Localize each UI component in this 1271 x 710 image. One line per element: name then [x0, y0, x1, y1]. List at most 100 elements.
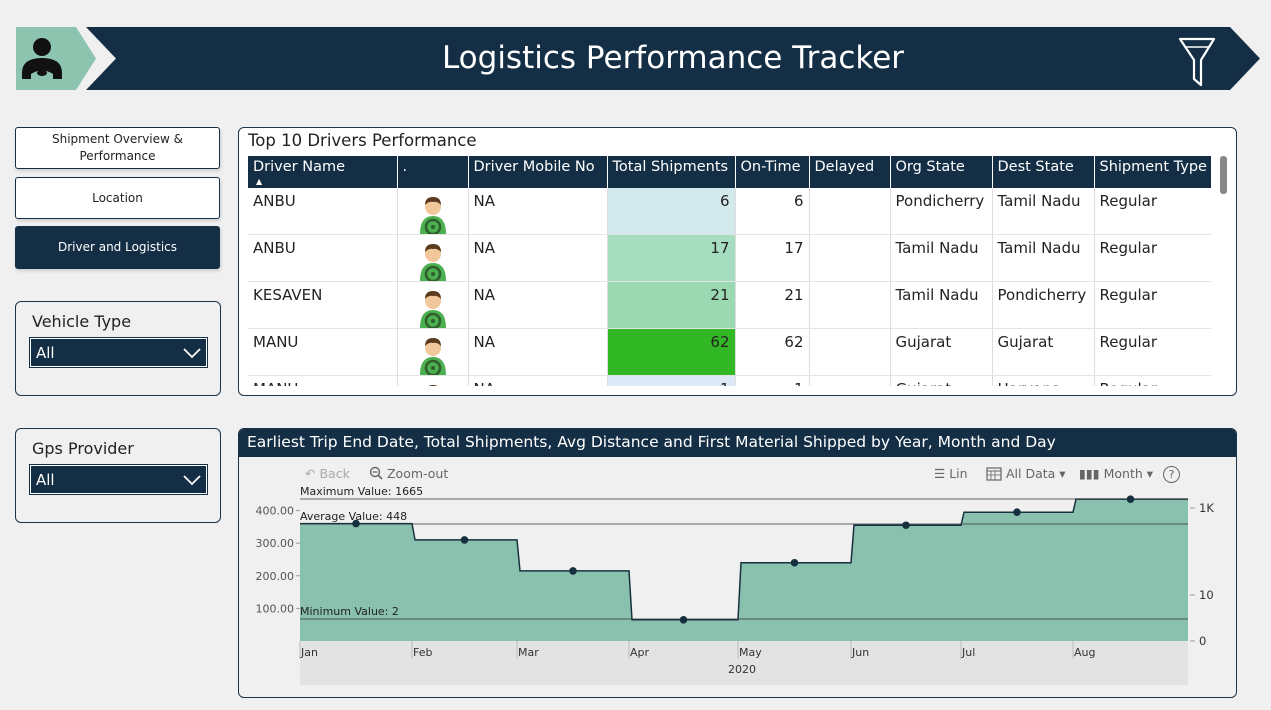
total-shipments-cell: 21 [607, 281, 736, 329]
x-tick-label: Aug [1074, 646, 1095, 659]
col-shipment-type[interactable]: Shipment Type [1094, 156, 1211, 188]
data-point [352, 519, 360, 528]
shipment-type-cell: Regular [1094, 188, 1211, 235]
x-tick-label: Jul [961, 646, 975, 659]
driver-avatar-icon [419, 291, 446, 328]
x-tick-label: Jun [851, 646, 869, 659]
nav-driver-logistics-button[interactable]: Driver and Logistics [15, 226, 220, 269]
mobile-cell: NA [468, 234, 608, 282]
table-header-row: Driver Name ▲ . Driver Mobile No Total Sh… [248, 156, 1211, 188]
y2-tick-label: 0 [1199, 634, 1206, 648]
dest-state-cell: Pondicherry [992, 281, 1095, 329]
avatar-cell [397, 375, 469, 386]
bar-chart-icon: ▮▮▮ [1079, 466, 1100, 481]
driver-avatar-icon [419, 338, 446, 375]
total-shipments-cell: 6 [607, 188, 736, 235]
funnel-icon[interactable] [1176, 36, 1218, 88]
avatar-cell [397, 281, 469, 329]
driver-avatar-icon [427, 385, 438, 386]
vehicle-type-dropdown[interactable]: All [29, 337, 208, 368]
data-point [1126, 495, 1135, 503]
driver-icon [22, 38, 62, 79]
x-axis-band [300, 641, 1188, 685]
driver-name-cell: ANBU [248, 188, 398, 235]
col-on-time[interactable]: On-Time [735, 156, 810, 188]
trip-area-chart[interactable]: Maximum Value: 1665 Average Value: 448 Min… [239, 429, 1237, 698]
gps-provider-dropdown[interactable]: All [29, 464, 208, 495]
col-dest-state[interactable]: Dest State [992, 156, 1095, 188]
avatar-cell [397, 234, 469, 282]
shipment-type-cell: Regular [1094, 281, 1211, 329]
table-row[interactable]: MANU NA 62 62 Gujarat Gujarat Regular [248, 328, 1211, 376]
all-data-dropdown[interactable]: All Data ▾ [986, 466, 1066, 481]
chevron-down-icon [183, 475, 201, 486]
on-time-cell: 1 [735, 375, 810, 386]
driver-name-cell: MANU [248, 375, 398, 386]
gps-provider-slicer: Gps Provider All [15, 428, 221, 523]
x-tick-label: Jan [300, 646, 318, 659]
vehicle-type-slicer: Vehicle Type All [15, 301, 221, 396]
y-tick-label: 400.00 [256, 505, 295, 518]
col-total-shipments[interactable]: Total Shipments [607, 156, 736, 188]
table-row[interactable]: MANUNA11GujaratHaryanaRegular [248, 375, 1211, 386]
delayed-cell [809, 234, 891, 282]
dropdown-value: All [36, 344, 55, 362]
chart-title: Earliest Trip End Date, Total Shipments,… [247, 433, 1056, 451]
table-scrollbar[interactable] [1220, 156, 1227, 194]
help-icon[interactable]: ? [1163, 466, 1180, 483]
drivers-table-card: Top 10 Drivers Performance Driver Name ▲ … [238, 127, 1237, 396]
nav-location-button[interactable]: Location [15, 177, 220, 219]
total-shipments-cell: 17 [607, 234, 736, 282]
avatar-cell [397, 188, 469, 235]
slicer-title: Vehicle Type [32, 312, 132, 331]
zoom-out-button[interactable]: Zoom-out [369, 466, 448, 481]
on-time-cell: 62 [735, 328, 810, 376]
col-driver-name[interactable]: Driver Name ▲ [248, 156, 398, 188]
x-group-label: 2020 [728, 663, 756, 676]
slicer-title: Gps Provider [32, 439, 134, 458]
reference-line-label: Maximum Value: 1665 [300, 485, 423, 498]
on-time-cell: 17 [735, 234, 810, 282]
x-tick-label: Feb [413, 646, 432, 659]
x-tick-label: Mar [518, 646, 539, 659]
y-tick-label: 100.00 [256, 602, 295, 615]
zoom-out-icon [369, 466, 383, 480]
mobile-cell: NA [468, 188, 608, 235]
reference-line-label: Average Value: 448 [300, 510, 407, 523]
table-row[interactable]: ANBU NA 6 6 Pondicherry Tamil Nadu Regular [248, 188, 1211, 235]
data-point [1013, 508, 1021, 516]
org-state-cell: Tamil Nadu [890, 281, 993, 329]
area-fill [300, 499, 1188, 641]
logo-box [16, 27, 96, 90]
org-state-cell: Gujarat [890, 328, 993, 376]
driver-avatar-icon [419, 197, 446, 234]
month-dropdown[interactable]: ▮▮▮ Month ▾ [1079, 466, 1154, 481]
table-row[interactable]: ANBU NA 17 17 Tamil Nadu Tamil Nadu Regular [248, 234, 1211, 282]
back-button[interactable]: ↶ Back [305, 466, 350, 481]
shipment-type-cell: Regular [1094, 328, 1211, 376]
scale-lin-button[interactable]: ☰ Lin [934, 466, 968, 481]
list-icon: ☰ [934, 466, 946, 481]
table-viewport[interactable]: Driver Name ▲ . Driver Mobile No Total Sh… [248, 156, 1211, 386]
data-point [790, 558, 799, 567]
nav-shipment-overview-button[interactable]: Shipment Overview & Performance [15, 127, 220, 169]
data-point [460, 536, 469, 544]
driver-name-cell: ANBU [248, 234, 398, 282]
on-time-cell: 21 [735, 281, 810, 329]
delayed-cell [809, 188, 891, 235]
reference-line-label: Minimum Value: 2 [300, 605, 399, 618]
dest-state-cell: Tamil Nadu [992, 188, 1095, 235]
sort-asc-icon: ▲ [256, 177, 263, 186]
col-delayed[interactable]: Delayed [809, 156, 891, 188]
mobile-cell: NA [468, 375, 608, 386]
col-mobile[interactable]: Driver Mobile No [468, 156, 608, 188]
data-point [679, 616, 688, 624]
col-org-state[interactable]: Org State [890, 156, 993, 188]
on-time-cell: 6 [735, 188, 810, 235]
col-avatar[interactable]: . [397, 156, 469, 188]
shipment-type-cell: Regular [1094, 234, 1211, 282]
x-tick-label: May [739, 646, 762, 659]
table-row[interactable]: KESAVEN NA 21 21 Tamil Nadu Pondicherry Regula… [248, 281, 1211, 329]
driver-name-cell: KESAVEN [248, 281, 398, 329]
calendar-icon [986, 467, 1002, 481]
